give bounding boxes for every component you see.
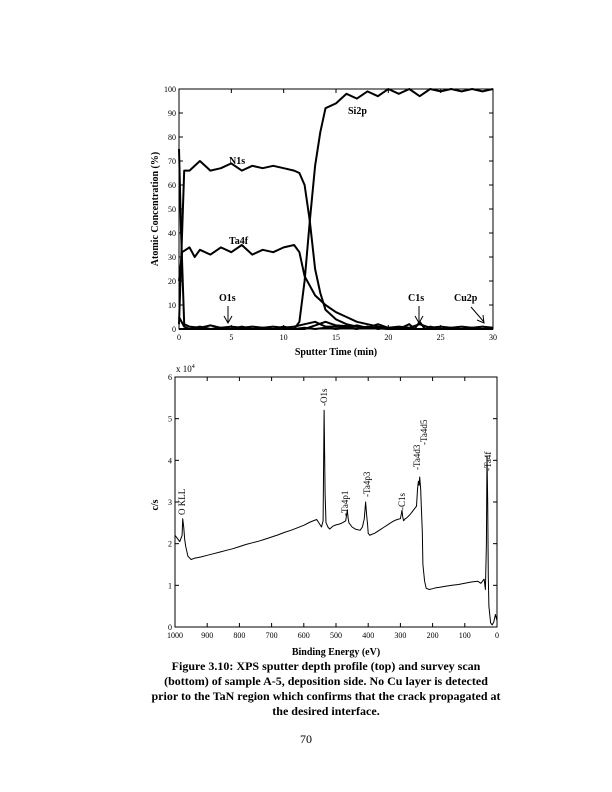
top-x-tick-label: 30 [489,333,497,342]
bottom-y-tick-label: 2 [168,540,172,549]
bottom-series-0 [174,409,498,626]
top-x-axis-label: Sputter Time (min) [295,347,377,358]
bottom-x-tick-label: 100 [459,631,471,640]
bottom-x-tick-label: 700 [266,631,278,640]
arrow-o1s [223,306,233,325]
label-ta4d3: -Ta4d3 [412,444,422,470]
top-y-tick-label: 10 [168,301,176,310]
top-y-tick-label: 30 [168,253,176,262]
top-series-ta4f [178,244,493,330]
top-x-tick-label: 25 [437,333,445,342]
top-y-tick-label: 90 [168,109,176,118]
top-annotations: N1s Ta4f Si2p O1s C1s Cu2p [219,106,485,325]
top-series-si2p [179,88,494,330]
depth-profile-chart: 0 5 10 15 20 25 30 0 10 20 30 40 50 60 70 80 90 100 N1s T… [150,85,497,358]
label-n1s: N1s [229,156,245,167]
top-y-tick-label: 50 [168,205,176,214]
top-y-tick-label: 70 [168,157,176,166]
bottom-x-tick-label: 400 [362,631,374,640]
bottom-x-tick-label: 500 [330,631,342,640]
bottom-annotations: O KLL -O1s -Ta4p1 -Ta4p3 -C1s -Ta4d3 -Ta… [177,388,493,516]
top-y-tick-label: 20 [168,277,176,286]
bottom-y-tick-label: 3 [168,498,172,507]
top-series-cu2p [179,320,493,330]
label-ta4p3: -Ta4p3 [362,471,372,497]
top-y-tick-label: 60 [168,181,176,190]
label-c1s-peak: -C1s [397,493,407,511]
bottom-y-tick-label: 6 [168,373,172,382]
top-y-tick-label: 80 [168,133,176,142]
bottom-x-tick-label: 300 [394,631,406,640]
top-y-tick-label: 40 [168,229,176,238]
bottom-x-tick-label: 600 [298,631,310,640]
top-x-tick-label: 0 [177,333,181,342]
label-o1s-peak: -O1s [319,388,329,406]
top-x-tick-label: 20 [384,333,392,342]
label-ta4d5: -Ta4d5 [419,419,429,445]
top-x-tick-label: 15 [332,333,340,342]
bottom-y-tick-label: 4 [168,456,172,465]
bottom-y-tick-label: 1 [168,581,172,590]
bottom-series-group [174,409,498,626]
top-series-o1s [178,148,494,329]
y-multiplier: x 104 [176,364,195,374]
label-c1s: C1s [408,293,424,304]
bottom-x-tick-label: 1000 [167,631,183,640]
top-series-group [178,88,494,330]
label-o-kll: O KLL [177,489,187,515]
bottom-x-axis-label: Binding Energy (eV) [292,647,380,658]
bottom-x-tick-label: 0 [495,631,499,640]
bottom-y-axis-label: c/s [150,499,161,510]
arrow-c1s [414,306,424,325]
page-number: 70 [300,732,312,746]
bottom-plot-frame [174,376,498,628]
label-o1s: O1s [219,293,236,304]
label-ta4f-peak: -Ta4f [483,452,493,471]
bottom-x-tick-label: 800 [233,631,245,640]
bottom-y-tick-label: 0 [168,623,172,632]
figure-caption: Figure 3.10: XPS sputter depth profile (… [151,659,501,718]
bottom-x-tick-label: 900 [201,631,213,640]
label-si2p: Si2p [348,106,367,117]
label-cu2p: Cu2p [454,293,478,304]
top-x-tick-label: 10 [280,333,288,342]
top-y-tick-label: 0 [172,325,176,334]
top-y-tick-label: 100 [164,85,176,94]
bottom-y-tick-label: 5 [168,415,172,424]
arrow-cu2p [470,306,485,324]
label-ta4p1: -Ta4p1 [340,491,350,516]
bottom-x-tick-label: 200 [427,631,439,640]
label-ta4f: Ta4f [229,236,249,247]
top-x-tick-label: 5 [229,333,233,342]
survey-scan-chart: 1000 900 800 700 600 500 400 300 200 100 00123456 … [150,364,499,658]
top-axes: 0 5 10 15 20 25 30 0 10 20 30 40 50 60 70 80 90 100 [164,85,497,342]
top-y-axis-label: Atomic Concentration (%) [150,152,161,266]
